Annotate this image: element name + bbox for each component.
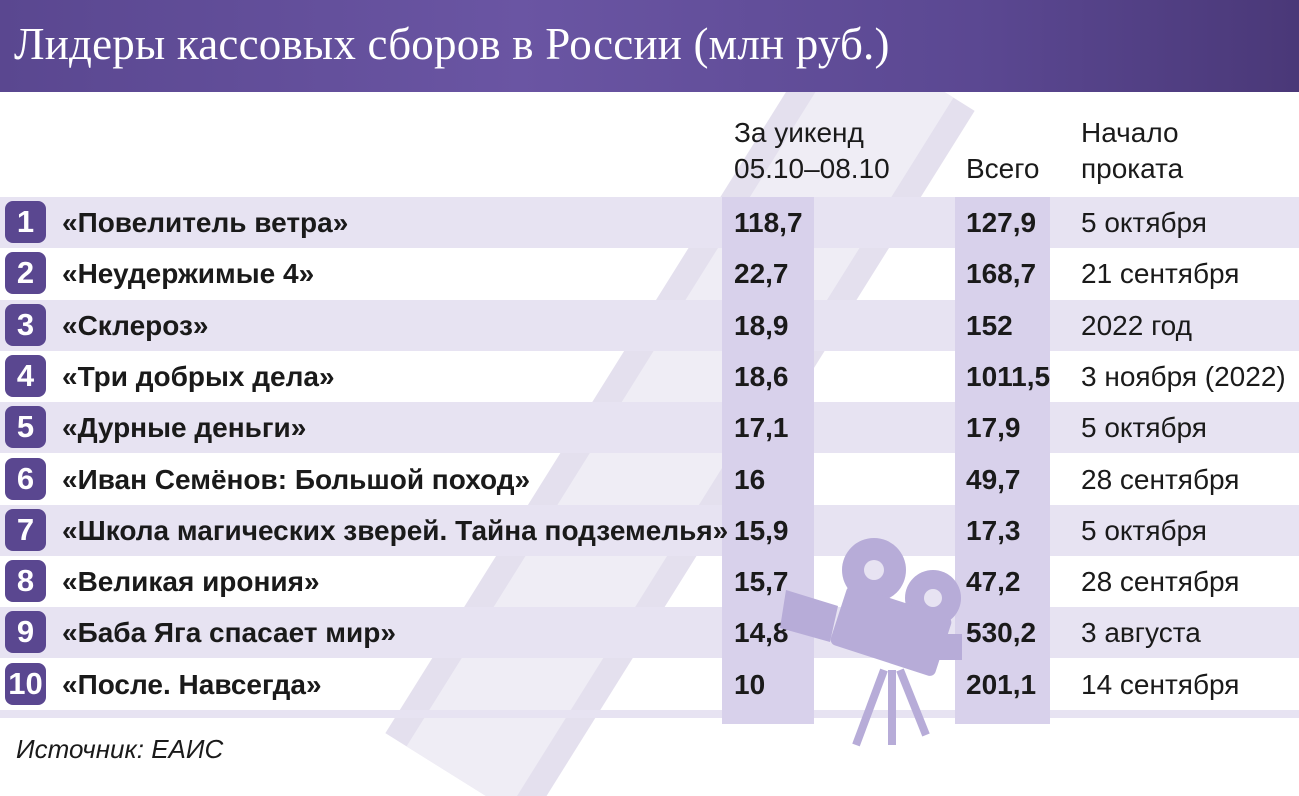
film-title: «Неудержимые 4» <box>62 258 315 290</box>
release-date: 5 октября <box>1081 514 1207 546</box>
start-header-line2: проката <box>1081 153 1184 184</box>
film-title: «Великая ирония» <box>62 566 320 598</box>
weekend-value: 10 <box>734 668 766 700</box>
weekend-header-line1: За уикенд <box>734 117 864 148</box>
weekend-value: 22,7 <box>734 258 789 290</box>
rank-badge: 10 <box>5 662 46 705</box>
table-bottom-band <box>0 710 1299 718</box>
weekend-value: 17,1 <box>734 412 789 444</box>
rank-badge: 9 <box>5 611 46 654</box>
chart-title: Лидеры кассовых сборов в России (млн руб… <box>14 19 890 69</box>
row-band <box>0 402 1299 454</box>
title-bar: Лидеры кассовых сборов в России (млн руб… <box>0 0 1299 92</box>
rank-badge: 2 <box>5 252 46 295</box>
rank-badge: 8 <box>5 560 46 603</box>
weekend-value: 18,6 <box>734 360 789 392</box>
release-date: 14 сентября <box>1081 668 1240 700</box>
film-title: «После. Навсегда» <box>62 668 322 700</box>
release-date: 5 октября <box>1081 412 1207 444</box>
movie-camera-icon <box>780 538 962 747</box>
total-value: 530,2 <box>966 617 1037 649</box>
film-title: «Дурные деньги» <box>62 412 307 444</box>
total-value: 168,7 <box>966 258 1037 290</box>
rank-badge: 7 <box>5 508 46 551</box>
column-highlight <box>955 197 1050 724</box>
total-value: 17,3 <box>966 514 1021 546</box>
total-value: 49,7 <box>966 463 1021 495</box>
film-title: «Склероз» <box>62 309 209 341</box>
release-date: 3 августа <box>1081 617 1201 649</box>
row-band <box>0 504 1299 556</box>
weekend-header-line2: 05.10–08.10 <box>734 153 890 184</box>
film-title: «Школа магических зверей. Тайна подземел… <box>62 514 729 546</box>
source-note: Источник: ЕАИС <box>16 734 224 764</box>
weekend-value: 16 <box>734 463 766 495</box>
total-value: 17,9 <box>966 412 1021 444</box>
rank-badge: 6 <box>5 457 46 500</box>
release-date: 28 сентября <box>1081 463 1240 495</box>
release-date: 21 сентября <box>1081 258 1240 290</box>
row-band <box>0 299 1299 351</box>
total-value: 152 <box>966 309 1013 341</box>
release-date: 28 сентября <box>1081 566 1240 598</box>
rank-badge: 4 <box>5 354 46 397</box>
release-date: 2022 год <box>1081 309 1192 341</box>
release-date: 5 октября <box>1081 207 1207 238</box>
weekend-value: 15,7 <box>734 566 789 598</box>
row-band <box>0 607 1299 659</box>
total-header: Всего <box>966 153 1040 184</box>
film-title: «Повелитель ветра» <box>62 207 349 238</box>
film-title: «Иван Семёнов: Большой поход» <box>62 463 531 495</box>
weekend-value: 18,9 <box>734 309 789 341</box>
total-value: 201,1 <box>966 668 1037 700</box>
weekend-value: 15,9 <box>734 514 789 546</box>
film-title: «Баба Яга спасает мир» <box>62 617 396 649</box>
rank-badge: 1 <box>5 201 46 243</box>
film-title: «Три добрых дела» <box>62 360 335 392</box>
weekend-value: 118,7 <box>734 207 803 238</box>
total-value: 127,9 <box>966 207 1037 238</box>
release-date: 3 ноября (2022) <box>1081 360 1286 392</box>
start-header-line1: Начало <box>1081 117 1179 148</box>
rank-badge: 5 <box>5 406 46 449</box>
weekend-value: 14,8 <box>734 617 789 649</box>
total-value: 1011,5 <box>966 360 1051 392</box>
rank-badge: 3 <box>5 303 46 346</box>
total-value: 47,2 <box>966 566 1021 598</box>
column-highlight <box>722 197 814 724</box>
row-band <box>0 197 1299 248</box>
